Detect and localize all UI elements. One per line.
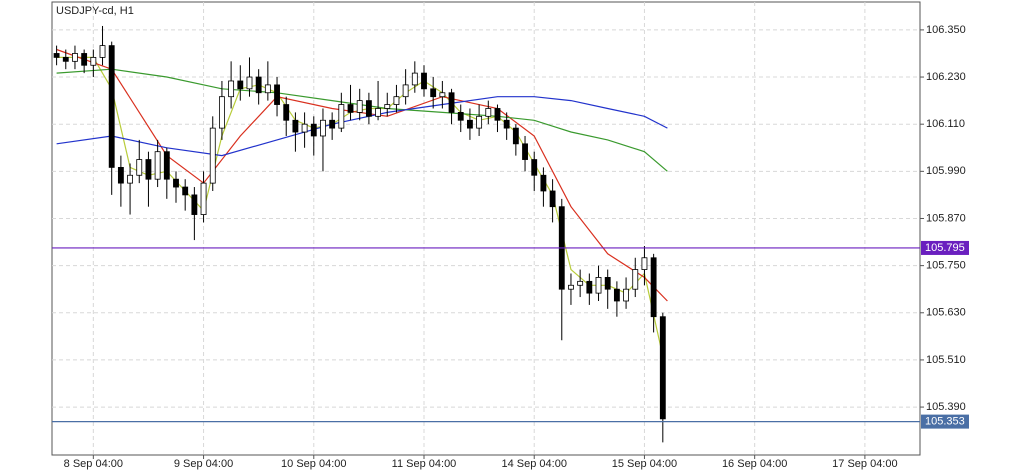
candle-body [448, 92, 455, 113]
candle-body [375, 108, 382, 117]
candle-body [632, 269, 639, 290]
candle-body [476, 115, 483, 129]
price-label-box [921, 240, 969, 255]
moving-average [56, 96, 668, 157]
candle-body [320, 119, 326, 137]
candle-body [292, 119, 299, 133]
candle-body [264, 84, 271, 94]
candle-body [154, 151, 161, 180]
candle-body [237, 80, 244, 90]
chart-title: USDJPY-cd, H1 [56, 5, 134, 17]
candle-body [421, 72, 427, 90]
candle-body [522, 143, 528, 160]
candle-body [347, 104, 354, 113]
y-tick-label: 106.110 [926, 118, 965, 130]
candle-body [283, 104, 290, 121]
candle-body [659, 316, 666, 420]
candle-body [255, 76, 262, 94]
candle-body [393, 96, 400, 105]
candle-body [274, 84, 280, 105]
candle-body [457, 112, 464, 121]
x-tick-label: 8 Sep 04:00 [64, 458, 123, 470]
price-label-box [921, 414, 969, 429]
candle-body [200, 182, 207, 215]
candle-body [136, 159, 143, 176]
x-tick-label: 11 Sep 04:00 [392, 458, 457, 470]
candle-body [329, 119, 336, 129]
y-tick-label: 105.510 [926, 354, 966, 366]
candle-body [604, 277, 611, 290]
candle-body [209, 127, 216, 184]
candle-body [310, 123, 317, 137]
candle-body [117, 167, 124, 184]
y-tick-label: 106.350 [926, 24, 966, 36]
candle-body [411, 72, 418, 86]
x-tick-label: 15 Sep 04:00 [612, 458, 677, 470]
candle-body [623, 288, 630, 302]
candle-body [218, 96, 225, 129]
candle-body [338, 104, 345, 129]
candle-body [163, 151, 170, 180]
candle-body [356, 100, 363, 113]
y-tick-label: 105.990 [926, 165, 966, 177]
candle-body [62, 56, 69, 62]
candle-body [613, 288, 620, 302]
candle-body [540, 174, 547, 192]
candle-body [365, 100, 372, 117]
candle-body [595, 277, 602, 294]
candle-body [568, 284, 574, 290]
x-tick-label: 9 Sep 04:00 [174, 458, 233, 470]
candle-body [439, 92, 446, 98]
x-tick-label: 14 Sep 04:00 [501, 458, 566, 470]
candle-body [549, 190, 556, 208]
x-tick-label: 17 Sep 04:00 [832, 458, 897, 470]
candle-body [586, 280, 593, 294]
candle-body [641, 257, 648, 270]
candle-body [531, 159, 538, 176]
price-label: 105.795 [925, 242, 965, 254]
x-tick-label: 10 Sep 04:00 [281, 458, 346, 470]
candle-body [72, 53, 78, 62]
price-label: 105.353 [925, 416, 965, 428]
y-tick-label: 105.870 [926, 212, 966, 224]
x-tick-label: 16 Sep 04:00 [722, 458, 787, 470]
plot-frame [51, 1, 921, 456]
candle-body [108, 45, 115, 168]
candle-body [485, 108, 492, 117]
candle-body [246, 76, 253, 90]
moving-average [56, 68, 668, 172]
candle-body [90, 56, 97, 66]
candle-body [99, 45, 106, 58]
candle-body [127, 174, 134, 184]
candle-body [494, 108, 501, 121]
candle-body [430, 88, 437, 98]
candle-body [577, 280, 584, 286]
candle-body [512, 127, 519, 145]
candle-body [173, 178, 179, 188]
candle-body [53, 53, 60, 58]
y-tick-label: 105.630 [926, 307, 966, 319]
candle-body [402, 84, 409, 98]
candle-body [182, 186, 189, 196]
y-tick-label: 105.390 [926, 401, 966, 413]
candle-body [228, 80, 235, 98]
candle-body [81, 53, 88, 66]
y-tick-label: 105.750 [926, 260, 966, 272]
candle-body [145, 159, 152, 180]
candle-body [384, 104, 391, 109]
candle-body [503, 119, 510, 129]
candle-body [191, 194, 198, 215]
candle-body [301, 123, 308, 133]
candle-body [650, 257, 657, 318]
candle-body [466, 119, 473, 129]
y-tick-label: 106.230 [926, 71, 966, 83]
